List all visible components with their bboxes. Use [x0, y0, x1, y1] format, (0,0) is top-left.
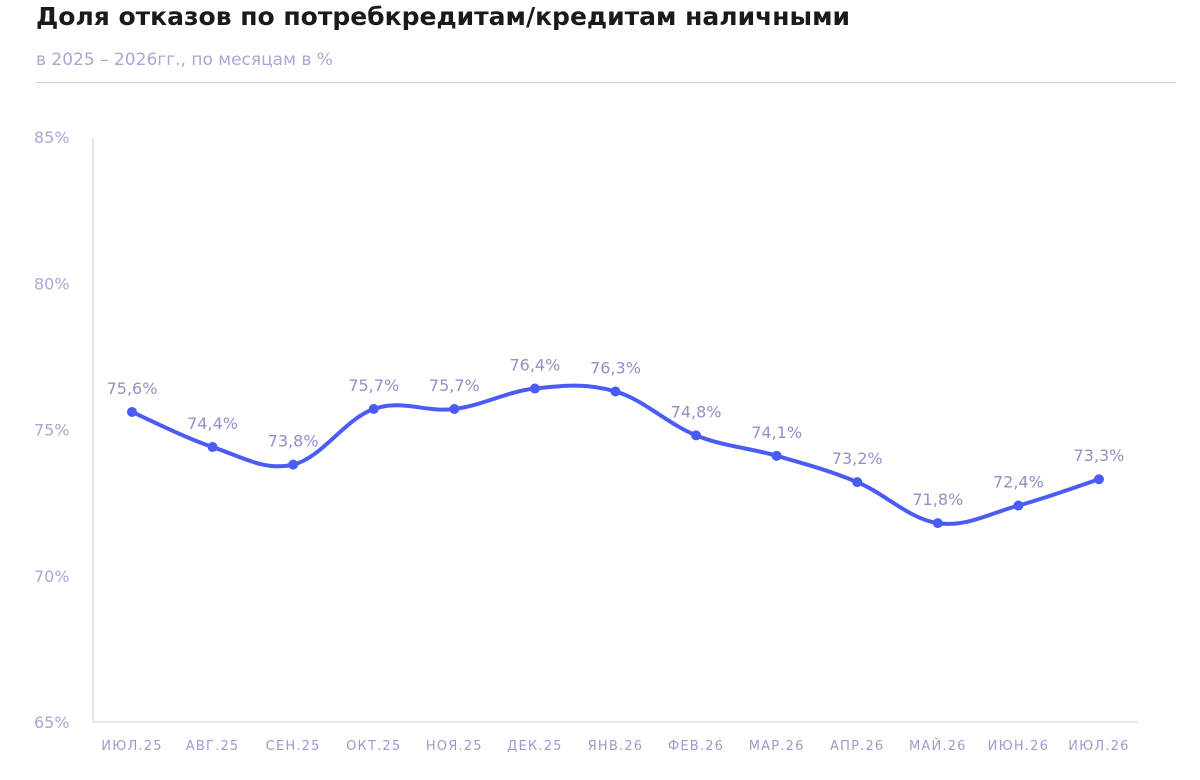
data-label: 73,2% [832, 449, 883, 468]
chart-title: Доля отказов по потребкредитам/кредитам … [36, 2, 851, 31]
data-label: 76,3% [590, 358, 641, 377]
data-point [449, 404, 460, 415]
data-label: 73,8% [268, 432, 319, 451]
x-tick-label: СЕН.25 [266, 739, 321, 754]
x-tick-label: ДЕК.25 [507, 739, 562, 754]
data-label: 75,7% [348, 376, 399, 395]
data-label: 75,6% [107, 379, 158, 398]
data-point [932, 518, 943, 529]
data-label: 75,7% [429, 376, 480, 395]
data-label: 74,1% [751, 423, 802, 442]
data-label: 76,4% [509, 356, 560, 375]
y-tick-label: 70% [34, 567, 70, 586]
x-tick-label: АВГ.25 [186, 739, 240, 754]
y-tick-label: 75% [34, 421, 70, 440]
data-point [529, 383, 540, 394]
data-point [288, 459, 299, 470]
x-tick-label: НОЯ.25 [426, 739, 483, 754]
data-point [610, 386, 621, 397]
data-point [691, 430, 702, 441]
x-tick-label: ИЮЛ.25 [101, 739, 162, 754]
data-point [368, 404, 379, 415]
data-label: 73,3% [1074, 446, 1125, 465]
x-tick-label: АПР.26 [830, 739, 884, 754]
y-tick-label: 80% [34, 274, 70, 293]
data-point [1013, 500, 1024, 511]
y-tick-label: 65% [34, 713, 70, 732]
x-tick-label: ИЮН.26 [988, 739, 1049, 754]
header-divider [36, 82, 1176, 83]
x-tick-label: ФЕВ.26 [668, 739, 724, 754]
x-tick-label: МАЙ.26 [909, 738, 967, 754]
y-axis: 65% 70% 75% 80% 85% [34, 128, 94, 732]
data-label: 74,8% [671, 402, 722, 421]
x-tick-label: ИЮЛ.26 [1068, 739, 1129, 754]
y-tick-label: 85% [34, 128, 70, 147]
x-tick-label: МАР.26 [749, 739, 805, 754]
data-labels: 75,6% 74,4% 73,8% 75,7% 75,7% 76,4% 76,3% 74,8%… [107, 356, 1125, 510]
data-point [852, 477, 863, 488]
data-label: 74,4% [187, 414, 238, 433]
data-label: 71,8% [912, 490, 963, 509]
x-tick-label: ОКТ.25 [346, 739, 401, 754]
data-point [1093, 474, 1104, 485]
x-tick-label: ЯНВ.26 [588, 739, 644, 754]
data-point [771, 450, 782, 461]
chart-subtitle: в 2025 – 2026гг., по месяцам в % [36, 50, 333, 70]
data-point [127, 406, 137, 417]
data-label: 72,4% [993, 473, 1044, 492]
data-point [207, 442, 218, 453]
x-axis: ИЮЛ.25 АВГ.25 СЕН.25 ОКТ.25 НОЯ.25 ДЕК.25 ЯНВ.… [93, 721, 1138, 754]
data-points [127, 383, 1104, 529]
